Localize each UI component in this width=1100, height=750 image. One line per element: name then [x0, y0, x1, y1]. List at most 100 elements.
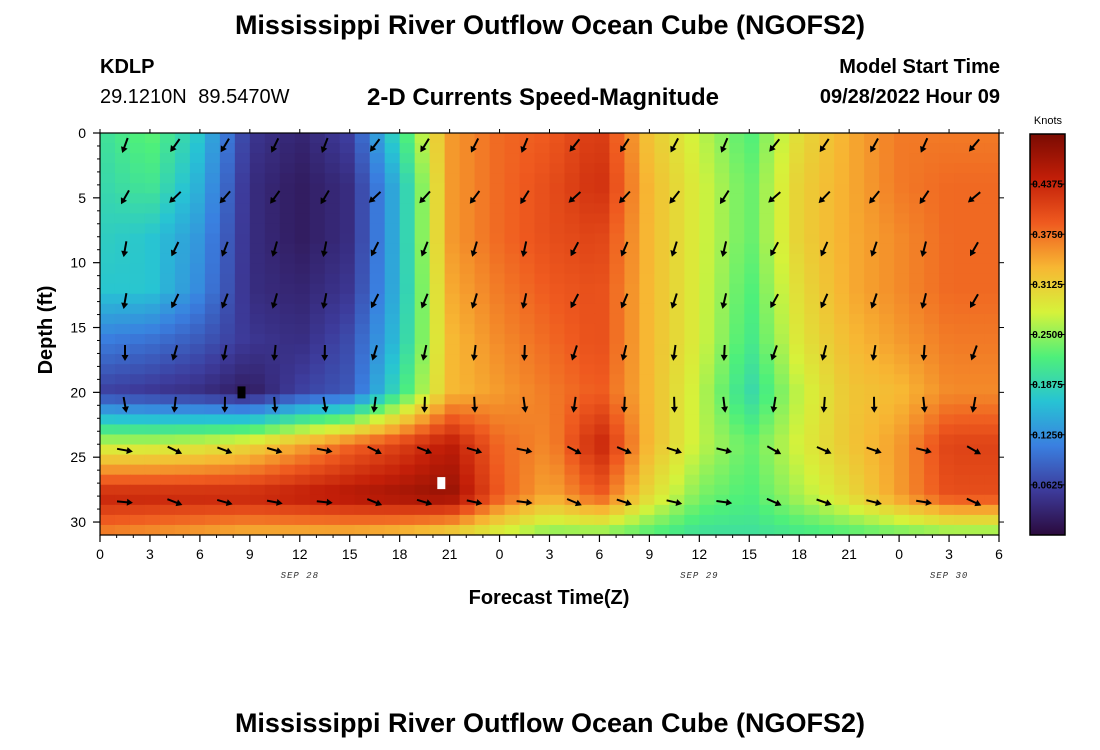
heatmap-cell: [459, 213, 476, 225]
heatmap-cell: [354, 424, 371, 436]
heatmap-cell: [114, 163, 131, 174]
current-vector: [818, 190, 831, 204]
heatmap-cell: [534, 323, 551, 335]
heatmap-cell: [339, 334, 356, 345]
heatmap-cell: [864, 203, 880, 214]
heatmap-cell: [624, 524, 640, 536]
heatmap-cell: [294, 334, 311, 345]
heatmap-cell: [609, 133, 626, 144]
heatmap-cell: [654, 434, 670, 446]
heatmap-cell: [609, 504, 626, 516]
heatmap-cell: [204, 293, 221, 305]
heatmap-cell: [144, 153, 161, 164]
heatmap-cell: [279, 243, 296, 255]
heatmap-cell: [594, 213, 611, 225]
current-vector: [121, 293, 129, 309]
heatmap-cell: [489, 444, 506, 456]
current-vector: [769, 138, 781, 152]
heatmap-cell: [789, 173, 805, 184]
heatmap-cell: [399, 163, 416, 174]
current-vector: [266, 499, 283, 506]
heatmap-cell: [639, 524, 655, 536]
current-vector: [220, 241, 229, 257]
heatmap-cell: [684, 163, 700, 174]
heatmap-cell: [729, 404, 745, 415]
heatmap-cell: [639, 323, 655, 335]
heatmap-cell: [279, 374, 296, 385]
heatmap-cell: [279, 434, 296, 446]
heatmap-cell: [984, 253, 1000, 265]
heatmap-cell: [174, 153, 191, 164]
heatmap-cell: [579, 183, 596, 194]
heatmap-cell: [909, 364, 925, 375]
heatmap-cell: [939, 374, 955, 385]
heatmap-cell: [549, 263, 566, 275]
heatmap-cell: [819, 253, 835, 265]
heatmap-cell: [249, 374, 266, 385]
heatmap-cell: [114, 464, 131, 476]
heatmap-cell: [100, 193, 116, 204]
heatmap-cell: [804, 243, 820, 255]
heatmap-cell: [759, 243, 775, 255]
heatmap-cell: [489, 303, 506, 315]
heatmap-cell: [954, 494, 970, 506]
heatmap-cell: [954, 394, 970, 405]
heatmap-cell: [429, 444, 446, 456]
heatmap-cell: [729, 384, 745, 395]
heatmap-cell: [744, 504, 760, 516]
current-vector: [970, 293, 979, 308]
heatmap-cell: [144, 253, 161, 265]
heatmap-cell: [234, 414, 251, 426]
heatmap-cell: [924, 173, 940, 184]
heatmap-cell: [399, 434, 416, 446]
heatmap-cell: [114, 173, 131, 184]
heatmap-cell: [264, 394, 281, 405]
heatmap-cell: [324, 183, 341, 194]
heatmap-cell: [174, 364, 191, 375]
heatmap-cell: [459, 223, 476, 235]
heatmap-cell: [549, 233, 566, 245]
heatmap-cell: [969, 193, 985, 204]
heatmap-cell: [429, 424, 446, 436]
heatmap-cell: [774, 364, 790, 375]
heatmap-cell: [204, 233, 221, 245]
heatmap-cell: [564, 153, 581, 164]
heatmap-cell: [144, 183, 161, 194]
heatmap-cell: [129, 293, 146, 305]
heatmap-cell: [174, 283, 191, 295]
heatmap-cell: [174, 243, 191, 255]
heatmap-cell: [414, 374, 431, 385]
heatmap-cell: [894, 213, 910, 225]
heatmap-cell: [114, 414, 131, 426]
heatmap-cell: [909, 233, 925, 245]
heatmap-cell: [279, 474, 296, 486]
heatmap-cell: [984, 444, 1000, 456]
heatmap-cell: [789, 524, 805, 536]
heatmap-cell: [309, 143, 326, 154]
current-vector: [916, 499, 932, 506]
heatmap-cell: [894, 394, 910, 405]
heatmap-cell: [324, 203, 341, 214]
heatmap-cell: [100, 334, 116, 345]
current-vector: [171, 396, 179, 413]
heatmap-cell: [384, 444, 401, 456]
heatmap-cell: [459, 173, 476, 184]
heatmap-cell: [219, 133, 236, 144]
heatmap-cell: [804, 494, 820, 506]
heatmap-cell: [729, 213, 745, 225]
heatmap-cell: [549, 424, 566, 436]
heatmap-cell: [939, 464, 955, 476]
heatmap-cell: [339, 394, 356, 405]
heatmap-cell: [504, 424, 521, 436]
heatmap-cell: [669, 283, 685, 295]
heatmap-cell: [339, 133, 356, 144]
heatmap-cell: [519, 313, 536, 325]
heatmap-cell: [444, 484, 461, 496]
heatmap-cell: [579, 173, 596, 184]
heatmap-cell: [984, 474, 1000, 486]
heatmap-cell: [114, 243, 131, 255]
heatmap-cell: [624, 484, 640, 496]
heatmap-cell: [399, 334, 416, 345]
current-vector: [367, 445, 382, 455]
heatmap-cell: [744, 323, 760, 335]
